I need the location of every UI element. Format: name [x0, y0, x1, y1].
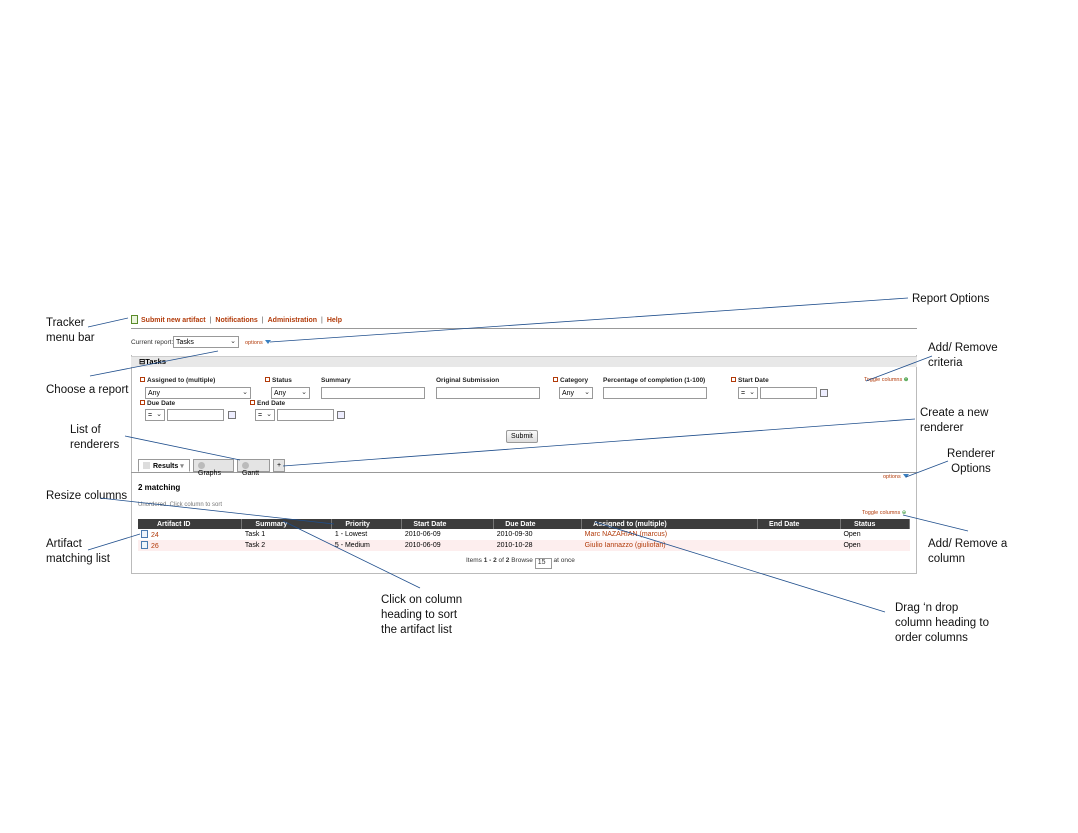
assigned-select[interactable]: Any ⌄	[145, 387, 251, 399]
due-date-operator[interactable]: = ⌄	[145, 409, 165, 421]
column-heading-artifact-id[interactable]: Artifact ID	[138, 519, 243, 529]
menu-administration[interactable]: Administration	[267, 317, 318, 324]
column-heading-start-date[interactable]: Start Date	[401, 519, 495, 529]
summary-input[interactable]	[321, 387, 425, 399]
renderer-options-icon	[902, 474, 909, 478]
graph-icon	[198, 462, 205, 469]
report-options-icon	[264, 340, 271, 344]
due-date-label: Due Date	[140, 400, 175, 407]
cell-artifact-id[interactable]: 26	[138, 540, 242, 551]
callout-add-remove-criteria: Add/ Remove criteria	[928, 342, 998, 369]
cell-summary: Task 1	[244, 531, 266, 538]
cell-priority: 1 - Lowest	[334, 531, 368, 538]
assigned-label: Assigned to (multiple)	[140, 377, 215, 384]
column-heading-summary[interactable]: Summary	[241, 519, 333, 529]
table-row: 26 Task 2 5 - Medium 2010-06-09 2010-10-…	[138, 540, 910, 551]
end-date-operator[interactable]: = ⌄	[255, 409, 275, 421]
tab-gantt[interactable]: Gantt	[237, 459, 270, 477]
category-label: Category	[553, 377, 588, 384]
report-options-link[interactable]: options	[245, 340, 271, 346]
original-submission-input[interactable]	[436, 387, 540, 399]
cell-end-date	[757, 540, 841, 551]
start-date-calendar-icon[interactable]	[820, 389, 828, 397]
matching-count: 2 matching	[138, 483, 181, 492]
artifact-table: Artifact ID Summary Priority Start Date …	[138, 519, 911, 551]
add-renderer-button[interactable]: +	[273, 459, 285, 472]
cell-artifact-id[interactable]: 24	[138, 529, 242, 540]
tracker-menu-bar: Submit new artifact | Notifications | Admini…	[131, 315, 342, 324]
callout-list-renderers: List of renderers	[70, 424, 120, 451]
criteria-toggle-columns[interactable]: Toggle columns ⊕	[864, 377, 909, 383]
submit-button[interactable]: Submit	[506, 430, 538, 443]
cell-start-date: 2010-06-09	[404, 531, 441, 538]
status-label: Status	[265, 377, 292, 384]
callout-create-renderer: Create a new renderer	[920, 407, 989, 434]
cell-status: Open	[843, 531, 861, 538]
end-date-input[interactable]	[277, 409, 334, 421]
due-date-calendar-icon[interactable]	[228, 411, 236, 419]
page-size-input[interactable]: 15	[534, 558, 552, 569]
callout-tracker-menu-bar: Tracker menu bar	[46, 317, 95, 344]
criteria-title[interactable]: ⊟Tasks	[139, 357, 167, 366]
sort-hint: Unordered. Click column to sort	[138, 502, 223, 508]
cell-assigned-to[interactable]: Marc NAZARIAN (marcus)	[584, 531, 668, 538]
add-criteria-icon: ⊕	[903, 377, 909, 383]
column-heading-due-date[interactable]: Due Date	[493, 519, 583, 529]
callout-artifact-list: Artifact matching list	[46, 538, 110, 565]
menu-help[interactable]: Help	[326, 317, 343, 324]
criteria-header	[131, 356, 917, 367]
category-select[interactable]: Any ⌄	[559, 387, 593, 399]
submit-artifact-icon	[131, 315, 138, 324]
callout-choose-report: Choose a report	[46, 384, 129, 396]
pager: Items 1 - 2 of 2 Browse 15 at once	[466, 557, 575, 569]
connector-report-options	[269, 297, 909, 343]
cell-start-date: 2010-06-09	[401, 540, 494, 551]
artifact-icon	[141, 541, 148, 549]
callout-renderer-options: Renderer Options	[947, 448, 995, 475]
table-header-row: Artifact ID Summary Priority Start Date …	[138, 519, 911, 529]
cell-status: Open	[840, 540, 910, 551]
gantt-icon	[242, 462, 249, 469]
end-date-label: End Date	[250, 400, 285, 407]
callout-add-remove-column: Add/ Remove a column	[928, 538, 1008, 565]
column-heading-priority[interactable]: Priority	[331, 519, 403, 529]
cell-end-date	[758, 529, 841, 540]
tab-graphs[interactable]: Graphs	[193, 459, 234, 477]
end-date-calendar-icon[interactable]	[337, 411, 345, 419]
report-select[interactable]: Tasks ⌄	[173, 336, 239, 348]
renderer-options-link[interactable]: options	[883, 474, 909, 480]
column-heading-assigned-to[interactable]: Assigned to (multiple)	[581, 519, 759, 529]
due-date-input[interactable]	[167, 409, 224, 421]
status-select[interactable]: Any ⌄	[271, 387, 310, 399]
table-row: 24 Task 1 1 - Lowest 2010-06-09 2010-09-…	[138, 529, 910, 540]
results-toggle-columns[interactable]: Toggle columns ⊕	[862, 510, 907, 516]
start-date-operator[interactable]: = ⌄	[738, 387, 758, 399]
callout-drag-drop: Drag ‘n drop column heading to order col…	[895, 602, 989, 644]
add-column-icon: ⊕	[901, 510, 907, 516]
menu-divider	[131, 328, 917, 329]
tab-results[interactable]: Results ▾	[138, 459, 190, 472]
original-submission-label: Original Submission	[436, 377, 500, 384]
tabs-divider	[131, 472, 917, 473]
start-date-input[interactable]	[760, 387, 817, 399]
percentage-input[interactable]	[603, 387, 707, 399]
cell-summary: Task 2	[241, 540, 332, 551]
summary-label: Summary	[321, 377, 351, 384]
current-report-label: Current report:	[131, 339, 174, 346]
start-date-label: Start Date	[731, 377, 769, 384]
menu-submit-new-artifact[interactable]: Submit new artifact	[141, 317, 206, 324]
column-heading-end-date[interactable]: End Date	[757, 519, 841, 529]
cell-due-date: 2010-09-30	[496, 531, 533, 538]
cell-due-date: 2010-10-28	[493, 540, 582, 551]
callout-click-column: Click on column heading to sort the arti…	[381, 594, 463, 636]
cell-assigned-to[interactable]: Giulio Iannazzo (giuliofan)	[581, 540, 758, 551]
callout-resize-columns: Resize columns	[46, 490, 128, 502]
artifact-icon	[141, 530, 148, 538]
menu-notifications[interactable]: Notifications	[215, 317, 258, 324]
table-icon	[143, 462, 150, 469]
cell-priority: 5 - Medium	[331, 540, 402, 551]
column-heading-status[interactable]: Status	[840, 519, 911, 529]
percentage-label: Percentage of completion (1-100)	[603, 377, 706, 384]
callout-report-options: Report Options	[912, 293, 990, 305]
